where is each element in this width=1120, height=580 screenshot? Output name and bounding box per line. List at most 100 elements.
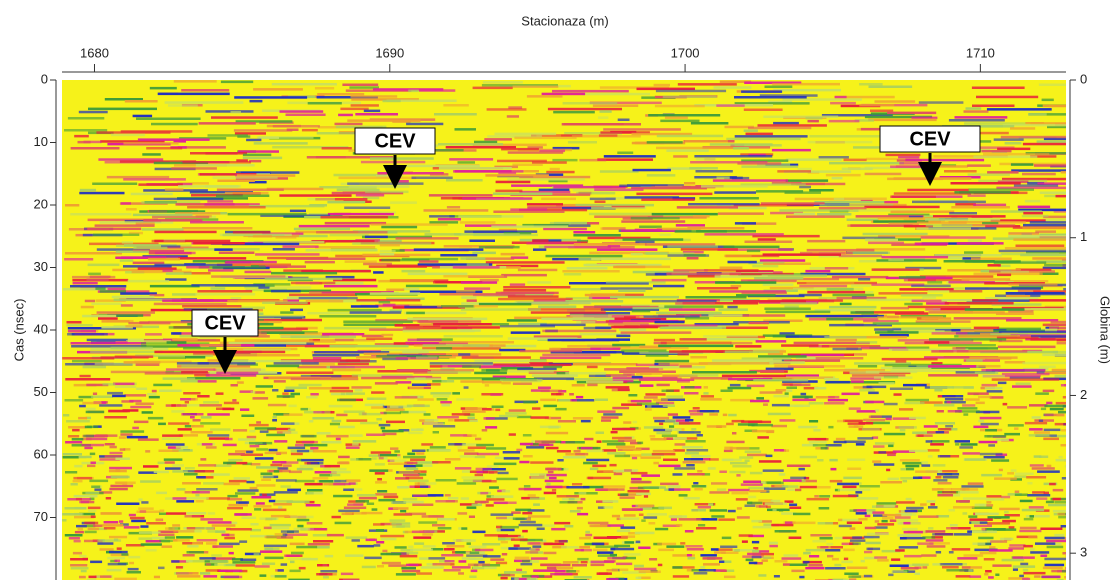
radargram-texture [742,540,748,543]
radargram-texture [406,165,480,168]
radargram-texture [763,556,772,559]
radargram-texture [677,206,738,209]
radargram-texture [848,575,861,578]
radargram-texture [641,198,694,201]
radargram-texture [979,504,984,507]
radargram-texture [1035,392,1049,395]
radargram-texture [284,390,294,393]
radargram-texture [80,189,96,192]
radargram-texture [152,537,167,540]
radargram-texture [177,575,200,578]
radargram-texture [636,493,651,496]
radargram-texture [1053,510,1068,513]
radargram-texture [361,161,425,164]
radargram-texture [202,443,213,446]
radargram-texture [732,492,749,495]
radargram-texture [573,363,638,366]
radargram-texture [83,366,106,369]
radargram-texture [191,398,198,401]
radargram-texture [213,176,278,179]
radargram-texture [817,213,851,216]
radargram-texture [623,421,631,424]
radargram-texture [610,296,679,299]
radargram-texture [938,455,951,458]
radargram-texture [453,266,500,269]
radargram-texture [366,539,377,542]
radargram-texture [963,452,980,455]
radargram-texture [441,554,463,557]
radargram-texture [882,514,901,517]
radargram-texture [694,572,708,575]
radargram-texture [621,535,635,538]
radargram-texture [766,455,773,458]
radargram-texture [1065,537,1080,540]
radargram-texture [364,110,380,113]
radargram-texture [1018,206,1050,209]
radargram-texture [496,529,501,532]
radargram-texture [459,560,467,563]
radargram-texture [904,402,924,405]
radargram-texture [1044,405,1068,408]
radargram-texture [115,458,129,461]
radargram-texture [355,389,363,392]
radargram-texture [439,293,515,296]
radargram-texture [500,526,519,529]
radargram-texture [280,110,324,113]
radargram-texture [95,434,117,437]
radargram-texture [573,234,620,237]
radargram-texture [273,125,320,128]
radargram-texture [656,432,671,435]
radargram-texture [986,495,1001,498]
radargram-texture [185,467,195,470]
radargram-texture [662,435,677,438]
radargram-texture [707,425,727,428]
radargram-texture [109,551,128,554]
radargram-texture [503,286,570,289]
radargram-texture [352,443,359,446]
radargram-texture [223,444,237,447]
radargram-texture [1043,567,1063,570]
radargram-texture [860,485,880,488]
radargram-texture [173,530,194,533]
radargram-texture [596,432,605,435]
radargram-texture [171,560,179,563]
radargram-texture [982,384,998,387]
radargram-texture [844,159,867,162]
radargram-texture [891,570,907,573]
radargram-texture [81,570,87,573]
radargram-texture [375,382,398,385]
radargram-texture [758,355,807,358]
radargram-texture [313,450,337,453]
radargram-texture [140,480,161,483]
radargram-texture [996,439,1009,442]
radargram-texture [433,431,439,434]
radargram-texture [286,114,326,117]
radargram-texture [517,368,557,371]
radargram-texture [561,546,579,549]
radargram-texture [803,561,809,564]
radargram-texture [429,194,493,197]
radargram-texture [484,138,512,141]
radargram-texture [72,438,84,441]
radargram-texture [968,188,1034,191]
radargram-texture [696,170,733,173]
radargram-texture [679,431,701,434]
radargram-texture [851,284,871,287]
radargram-texture [429,449,451,452]
radargram-texture [548,471,554,474]
radargram-texture [944,170,977,173]
radargram-texture [790,477,806,480]
radargram-texture [1048,504,1068,507]
radargram-texture [819,507,830,510]
radargram-texture [930,503,935,506]
radargram-texture [601,227,620,230]
radargram-texture [408,90,419,93]
radargram-texture [329,405,353,408]
radargram-texture [983,153,1049,156]
radargram-texture [347,503,363,506]
radargram-texture [1023,545,1033,548]
radargram-texture [136,364,160,367]
radargram-texture [225,438,233,441]
radargram-texture [1032,467,1055,470]
radargram-texture [680,338,707,341]
